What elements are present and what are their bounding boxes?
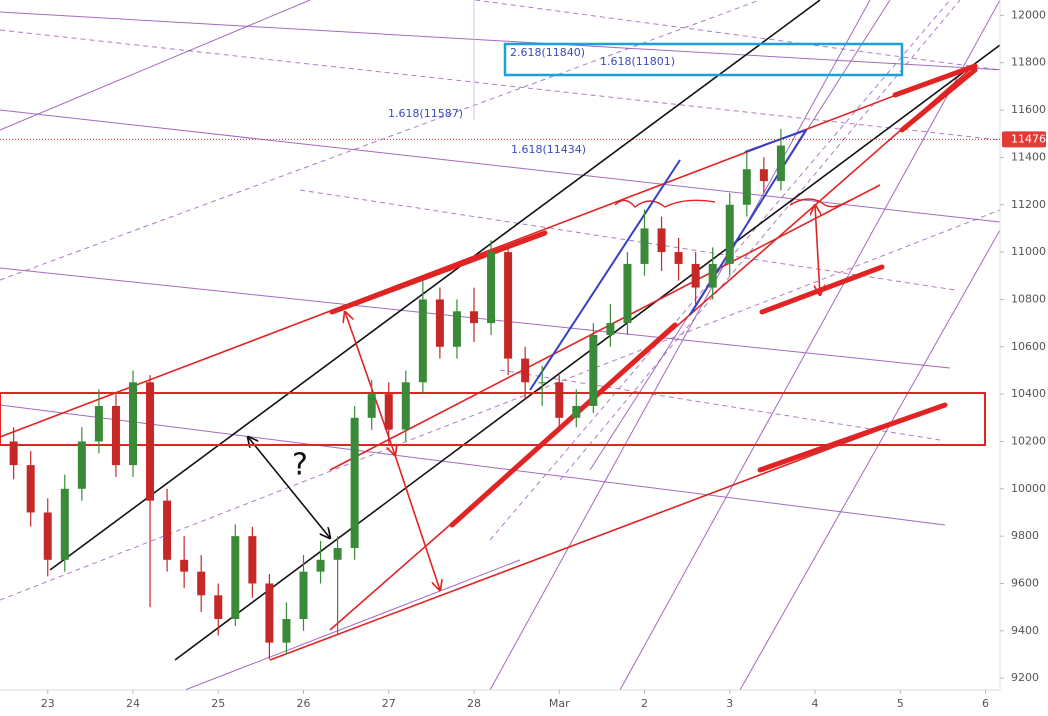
candle-body bbox=[26, 465, 35, 513]
candle-body bbox=[77, 441, 86, 489]
candle-body bbox=[521, 358, 530, 383]
candle-body bbox=[299, 571, 308, 619]
candle-body bbox=[435, 299, 444, 347]
x-tick-label: 24 bbox=[126, 697, 140, 710]
x-tick-label: 25 bbox=[211, 697, 225, 710]
fib-label: 1.618(11587) bbox=[388, 107, 463, 120]
candle-body bbox=[60, 488, 69, 560]
x-tick-label: 6 bbox=[982, 697, 989, 710]
candles bbox=[9, 129, 785, 660]
candle-body bbox=[214, 595, 223, 619]
y-tick-label: 11600 bbox=[1011, 103, 1046, 116]
candle-body bbox=[248, 536, 257, 584]
candle-body bbox=[231, 536, 240, 619]
candle-body bbox=[725, 204, 734, 264]
fib-dashed bbox=[0, 0, 1000, 601]
x-tick-label: Mar bbox=[549, 697, 570, 710]
fib-label: 2.618(11840) bbox=[510, 46, 585, 59]
candle-body bbox=[674, 252, 683, 264]
candle-body bbox=[384, 394, 393, 430]
y-tick-label: 10600 bbox=[1011, 340, 1046, 353]
candle-body bbox=[43, 512, 52, 560]
candle-body bbox=[333, 547, 342, 560]
candle-body bbox=[640, 228, 649, 264]
y-tick-label: 11800 bbox=[1011, 56, 1046, 69]
candle-body bbox=[504, 252, 513, 359]
candle-body bbox=[111, 405, 120, 466]
candle-body bbox=[538, 382, 547, 384]
candle-body bbox=[282, 618, 291, 643]
candle-body bbox=[418, 299, 427, 383]
candle-body bbox=[452, 311, 461, 347]
x-tick-label: 27 bbox=[382, 697, 396, 710]
candle-body bbox=[759, 169, 768, 182]
red-thick bbox=[329, 63, 978, 528]
y-tick-label: 9800 bbox=[1011, 529, 1039, 542]
x-tick-label: 5 bbox=[897, 697, 904, 710]
candle-body bbox=[180, 559, 189, 572]
x-tick-label: 26 bbox=[296, 697, 310, 710]
candle-body bbox=[691, 263, 700, 288]
target-zone bbox=[503, 42, 904, 77]
candle-body bbox=[606, 323, 615, 335]
x-tick-label: 3 bbox=[726, 697, 733, 710]
candle-body bbox=[316, 559, 325, 572]
fib-lines bbox=[0, 0, 1000, 690]
y-tick-label: 10400 bbox=[1011, 387, 1046, 400]
y-tick-label: 10200 bbox=[1011, 434, 1046, 447]
x-tick-label: 28 bbox=[467, 697, 481, 710]
candle-body bbox=[9, 441, 18, 466]
candle-body bbox=[367, 394, 376, 418]
y-tick-label: 10000 bbox=[1011, 482, 1046, 495]
y-tick-label: 9600 bbox=[1011, 576, 1039, 589]
candle-body bbox=[94, 405, 103, 442]
black-channel bbox=[49, 0, 1000, 661]
x-tick-label: 23 bbox=[41, 697, 55, 710]
candle-body bbox=[350, 417, 359, 548]
candle-body bbox=[401, 382, 410, 430]
candle-body bbox=[146, 382, 155, 501]
candle-body bbox=[776, 145, 785, 182]
y-tick-label: 10800 bbox=[1011, 292, 1046, 305]
candle-body bbox=[572, 405, 581, 418]
candle-body bbox=[163, 500, 172, 560]
candle-body bbox=[623, 263, 632, 324]
support-zone bbox=[0, 392, 986, 446]
fib-label: 1.618(11434) bbox=[511, 143, 586, 156]
candle-body bbox=[657, 228, 666, 253]
drawings bbox=[0, 0, 1000, 690]
last-price-tag bbox=[1002, 131, 1046, 148]
candle-body bbox=[197, 571, 206, 596]
candle-body bbox=[589, 334, 598, 406]
x-tick-label: 2 bbox=[641, 697, 648, 710]
x-tick-label: 4 bbox=[812, 697, 819, 710]
fib-label: 1.618(11801) bbox=[600, 55, 675, 68]
y-tick-label: 11200 bbox=[1011, 198, 1046, 211]
y-tick-label: 11000 bbox=[1011, 245, 1046, 258]
last-price-label: 11476 bbox=[1011, 132, 1046, 145]
question-mark: ? bbox=[292, 448, 308, 483]
candle-body bbox=[555, 382, 564, 418]
y-tick-label: 9200 bbox=[1011, 671, 1039, 684]
y-tick-label: 9400 bbox=[1011, 624, 1039, 637]
candle-body bbox=[128, 382, 137, 466]
candle-body bbox=[469, 311, 478, 324]
y-tick-label: 11400 bbox=[1011, 150, 1046, 163]
candle-body bbox=[487, 252, 496, 324]
y-tick-label: 12000 bbox=[1011, 8, 1046, 21]
candle-body bbox=[742, 169, 751, 205]
candle-body bbox=[708, 263, 717, 288]
candle-body bbox=[265, 583, 274, 643]
